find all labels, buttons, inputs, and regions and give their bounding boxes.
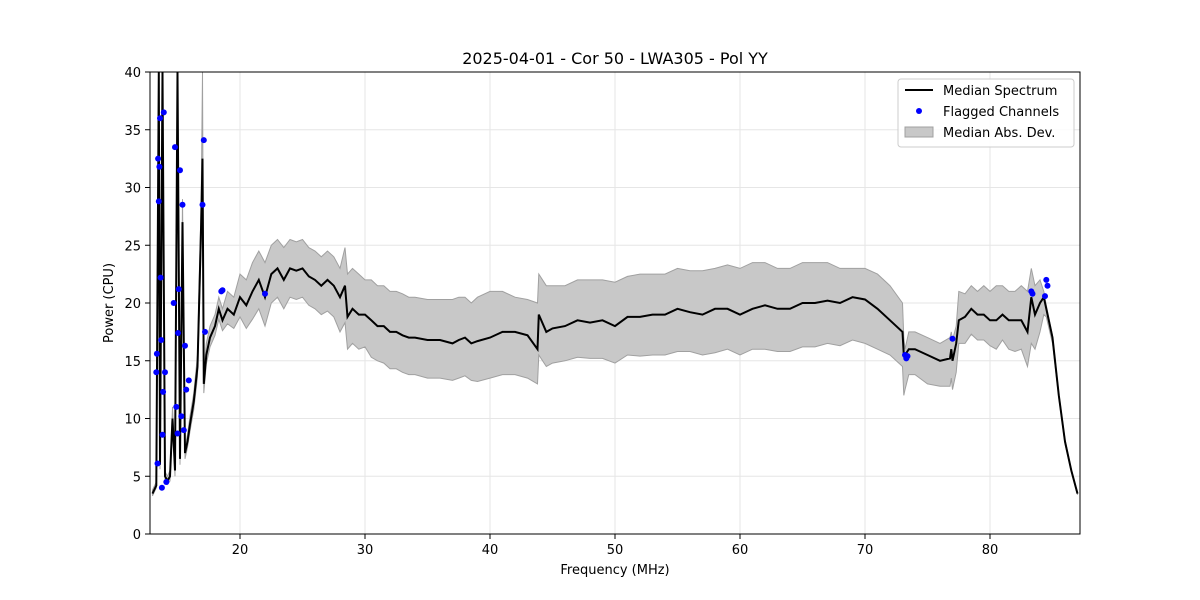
legend: Median Spectrum Flagged Channels Median … [897, 78, 1075, 148]
flagged-channel-point [178, 413, 185, 420]
y-tick-label: 30 [124, 182, 141, 197]
mad-band [152, 72, 1078, 497]
flagged-channel-point [904, 353, 911, 360]
flagged-channel-point [1044, 282, 1051, 289]
x-tick-label: 70 [857, 543, 874, 558]
flagged-channel-point [160, 388, 167, 395]
flagged-channel-point [173, 403, 180, 410]
y-tick-label: 25 [124, 239, 141, 254]
flagged-channel-point [155, 155, 162, 162]
legend-mad-swatch [904, 126, 934, 138]
flagged-channel-point [949, 335, 956, 342]
median-spectrum-line [151, 72, 1079, 495]
y-tick-label: 5 [133, 470, 141, 485]
flagged-channel-point [158, 484, 165, 491]
flagged-channel-point [1042, 293, 1048, 300]
y-tick-label: 20 [124, 297, 141, 312]
flagged-channel-point [175, 330, 182, 336]
flagged-channel-point [219, 287, 226, 294]
x-tick-label: 40 [482, 543, 499, 558]
flagged-channel-point [200, 137, 207, 144]
flagged-points [153, 109, 1051, 491]
x-tick-label: 80 [982, 543, 999, 558]
flagged-channel-point [1029, 290, 1036, 297]
x-tick-label: 20 [232, 543, 249, 558]
flagged-channel-point [177, 167, 183, 174]
legend-flagged-swatch [916, 108, 922, 114]
flagged-channel-point [159, 431, 166, 438]
flagged-channel-point [182, 342, 188, 349]
y-tick-label: 35 [124, 124, 141, 139]
x-tick-label: 60 [732, 543, 749, 558]
flagged-channel-point [1043, 276, 1050, 283]
flagged-channel-point [199, 201, 206, 208]
y-axis-label: Power (CPU) [102, 263, 117, 343]
y-tick-label: 10 [124, 413, 141, 428]
x-tick-label: 30 [357, 543, 374, 558]
chart-title: 2025-04-01 - Cor 50 - LWA305 - Pol YY [462, 49, 768, 68]
y-tick-label: 15 [124, 355, 141, 370]
flagged-channel-point [157, 274, 164, 281]
flagged-channel-point [160, 109, 167, 116]
legend-median-label: Median Spectrum [943, 84, 1057, 99]
flagged-channel-point [179, 201, 186, 208]
flagged-channel-point [170, 300, 177, 306]
flagged-channel-point [185, 377, 192, 384]
flagged-channel-point [154, 460, 161, 467]
flagged-channel-point [174, 430, 181, 437]
flagged-channel-point [183, 386, 190, 393]
flagged-channel-point [202, 328, 208, 335]
flagged-channel-point [163, 479, 170, 485]
flagged-channel-point [153, 350, 160, 357]
flagged-channel-point [157, 115, 163, 122]
flagged-channel-point [153, 369, 160, 376]
flagged-channel-point [156, 163, 163, 170]
y-axis: 0 5 10 15 20 25 30 35 40 [124, 66, 150, 543]
flagged-channel-point [180, 427, 187, 434]
legend-mad-label: Median Abs. Dev. [943, 126, 1055, 141]
y-tick-label: 0 [133, 528, 141, 543]
flagged-channel-point [175, 286, 182, 293]
x-axis: 20 30 40 50 60 70 80 [232, 534, 999, 558]
legend-flagged-label: Flagged Channels [943, 105, 1059, 120]
legend-box [897, 78, 1075, 148]
flagged-channel-point [162, 369, 168, 376]
x-tick-label: 50 [607, 543, 624, 558]
flagged-channel-point [262, 290, 268, 297]
y-tick-label: 40 [124, 66, 141, 81]
flagged-channel-point [155, 198, 162, 205]
flagged-channel-point [172, 144, 178, 151]
x-axis-label: Frequency (MHz) [560, 563, 669, 578]
flagged-channel-point [158, 337, 165, 343]
